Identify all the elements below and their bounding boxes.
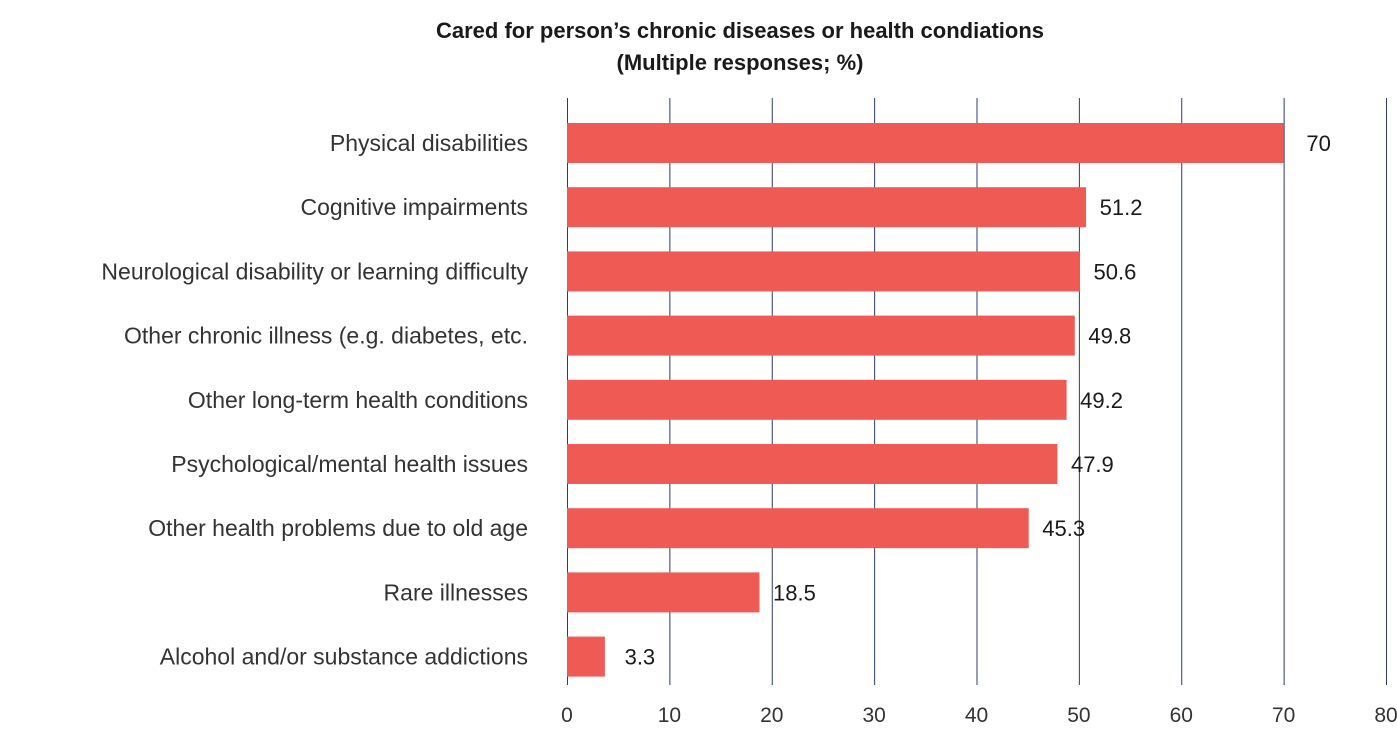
category-label: Rare illnesses	[384, 579, 528, 605]
x-tick-label: 40	[965, 704, 988, 727]
data-label: 70	[1306, 131, 1330, 156]
category-label: Other long-term health conditions	[188, 387, 528, 413]
x-tick-label: 20	[760, 704, 783, 727]
bar	[567, 508, 1029, 549]
bar	[567, 123, 1284, 163]
bar	[567, 379, 1067, 420]
category-label: Neurological disability or learning diff…	[101, 258, 528, 284]
category-label: Alcohol and/or substance addictions	[160, 644, 528, 670]
x-tick-label: 60	[1170, 704, 1193, 727]
category-label: Cognitive impairments	[300, 194, 528, 220]
x-tick-label: 70	[1272, 704, 1295, 727]
data-label: 50.6	[1093, 259, 1136, 284]
chart-title-line-1: Cared for person’s chronic diseases or h…	[436, 18, 1044, 43]
x-tick-label: 30	[862, 704, 885, 727]
category-label: Other chronic illness (e.g. diabetes, et…	[124, 323, 528, 349]
x-axis-ticks: 0 10 20 30 40 50 60 70 80	[561, 704, 1397, 727]
bar	[567, 251, 1080, 292]
data-label: 45.3	[1042, 516, 1085, 541]
data-label: 47.9	[1071, 452, 1114, 477]
bar	[567, 444, 1058, 484]
x-tick-label: 50	[1067, 704, 1090, 727]
bar	[567, 315, 1075, 356]
bars	[567, 123, 1284, 677]
chart-title-line-2: (Multiple responses; %)	[617, 50, 864, 75]
bar	[567, 572, 760, 613]
bar	[567, 187, 1087, 228]
data-label: 49.2	[1080, 388, 1123, 413]
data-label: 3.3	[625, 645, 656, 670]
category-label: Psychological/mental health issues	[171, 451, 528, 477]
category-label: Physical disabilities	[330, 130, 528, 156]
data-label: 18.5	[773, 580, 816, 605]
x-tick-label: 80	[1374, 704, 1397, 727]
data-label: 51.2	[1100, 195, 1143, 220]
category-label: Other health problems due to old age	[148, 515, 528, 541]
value-labels: 70 51.2 50.6 49.8 49.2 47.9 45.3 18.5 3.3	[625, 131, 1331, 670]
x-tick-label: 10	[658, 704, 681, 727]
bar	[567, 636, 605, 677]
category-labels: Physical disabilities Cognitive impairmen…	[101, 130, 528, 670]
x-tick-label: 0	[561, 704, 573, 727]
data-label: 49.8	[1088, 324, 1131, 349]
